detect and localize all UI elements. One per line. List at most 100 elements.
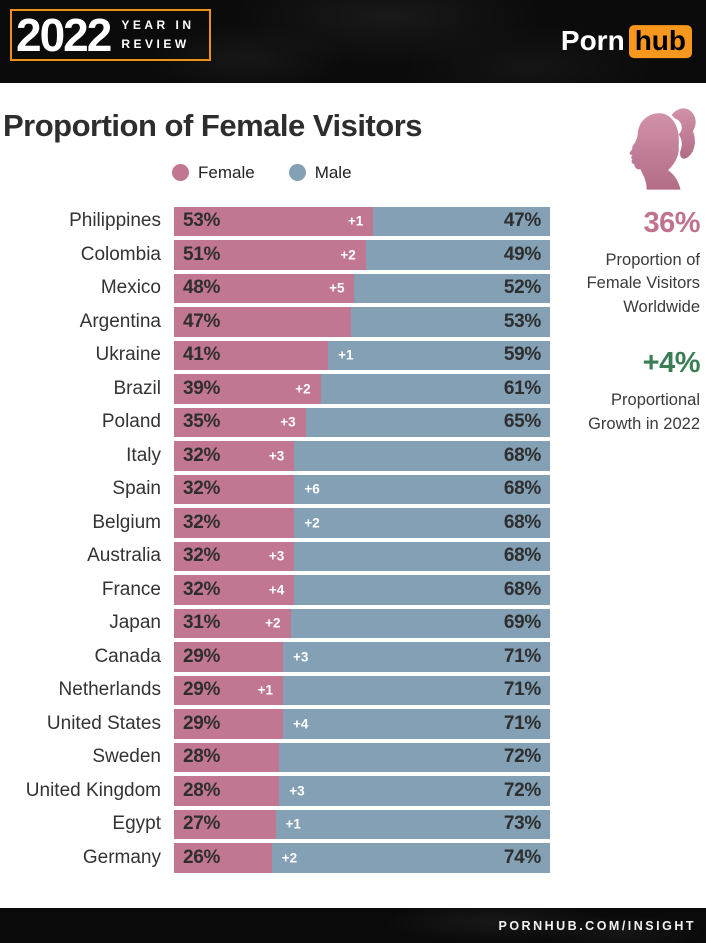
female-bar-segment: 29% — [174, 709, 284, 739]
year-sub-line2: REVIEW — [121, 37, 190, 51]
male-bar-segment: 68% — [294, 508, 550, 538]
table-row: Egypt 27% 73% +1 — [0, 809, 706, 840]
table-row: Canada 29% 71% +3 — [0, 642, 706, 672]
stacked-bar: 32% 68% +3 — [174, 541, 550, 572]
stacked-bar: 35% 65% +3 — [174, 407, 550, 438]
stacked-bar: 29% 71% +4 — [174, 709, 550, 739]
country-label: Poland — [101, 411, 161, 433]
male-percent-label: 68% — [503, 511, 541, 533]
growth-badge: +1 — [338, 347, 354, 363]
summary-sidebar: 36% Proportion of Female Visitors Worldw… — [554, 103, 706, 436]
chart-area: Proportion of Female Visitors Female Mal… — [0, 83, 706, 908]
male-percent-label: 47% — [503, 210, 541, 232]
growth-badge: +5 — [329, 280, 345, 296]
female-bar-segment: 32% — [174, 474, 295, 505]
table-row: Sweden 28% 72% — [0, 742, 706, 773]
stacked-bar: 29% 71% +3 — [174, 642, 550, 672]
growth-badge: +1 — [257, 682, 274, 698]
female-bar-segment: 29% — [174, 642, 284, 672]
table-row: Japan 31% 69% +2 — [0, 608, 706, 639]
male-percent-label: 74% — [503, 846, 541, 868]
growth-badge: +2 — [304, 515, 320, 531]
male-percent-label: 49% — [503, 243, 541, 265]
male-bar-segment: 68% — [294, 441, 550, 471]
footer-url-label: PORNHUB.COM/INSIGHT — [498, 918, 696, 933]
stacked-bar: 31% 69% +2 — [174, 608, 550, 639]
stacked-bar: 53% 47% +1 — [174, 206, 550, 237]
worldwide-female-stat: 36% — [643, 207, 700, 239]
female-bar-segment: 29% — [174, 675, 284, 706]
year-label: 2022 — [16, 9, 112, 61]
legend-item-female: Female — [172, 163, 255, 183]
country-label: France — [101, 578, 161, 600]
male-percent-label: 59% — [503, 344, 541, 366]
male-bar-segment: 61% — [320, 374, 550, 404]
growth-badge: +3 — [289, 783, 305, 799]
year-in-review-badge: 2022 YEAR IN REVIEW — [10, 9, 211, 61]
female-bar-segment: 39% — [174, 374, 321, 404]
female-bar-segment: 32% — [174, 508, 295, 538]
header-banner: 2022 YEAR IN REVIEW Porn hub — [0, 0, 706, 83]
table-row: Philippines 53% 47% +1 — [0, 206, 706, 237]
male-percent-label: 65% — [503, 411, 541, 433]
growth-badge: +1 — [285, 816, 301, 832]
table-row: Argentina 47% 53% — [0, 307, 706, 337]
female-percent-label: 29% — [183, 712, 221, 734]
growth-badge: +3 — [268, 548, 285, 564]
male-percent-label: 68% — [503, 444, 541, 466]
female-bar-segment: 32% — [174, 441, 295, 471]
male-bar-segment: 73% — [275, 809, 550, 840]
male-legend-dot-icon — [288, 164, 306, 182]
year-sub-line1: YEAR IN — [121, 18, 195, 33]
logo-part2: hub — [628, 24, 692, 59]
female-bar-segment: 47% — [174, 307, 351, 337]
male-percent-label: 72% — [503, 779, 541, 801]
country-label: United Kingdom — [25, 779, 161, 801]
female-bar-segment: 41% — [174, 340, 329, 371]
female-percent-label: 29% — [183, 679, 221, 701]
growth-badge: +2 — [295, 381, 311, 397]
male-bar-segment: 71% — [283, 642, 550, 672]
male-bar-segment: 68% — [294, 474, 550, 505]
table-row: Spain 32% 68% +6 — [0, 474, 706, 505]
stacked-bar: 29% 71% +1 — [174, 675, 550, 706]
growth-badge: +4 — [293, 716, 309, 732]
growth-badge: +2 — [281, 850, 298, 866]
table-row: Poland 35% 65% +3 — [0, 407, 706, 438]
growth-badge: +1 — [347, 213, 364, 229]
table-row: Germany 26% 74% +2 — [0, 843, 706, 873]
female-bar-segment: 32% — [174, 541, 295, 572]
female-percent-label: 32% — [183, 545, 221, 567]
male-percent-label: 71% — [503, 712, 541, 734]
male-bar-segment: 71% — [283, 709, 550, 739]
country-label: Netherlands — [58, 679, 161, 701]
table-row: United Kingdom 28% 72% +3 — [0, 776, 706, 806]
stacked-bar: 51% 49% +2 — [174, 240, 550, 270]
male-bar-segment: 68% — [294, 575, 550, 605]
country-label: Italy — [126, 444, 161, 466]
legend-female-label: Female — [198, 162, 255, 182]
female-percent-label: 28% — [183, 779, 221, 801]
country-label: United States — [46, 712, 161, 734]
male-bar-segment: 59% — [328, 340, 550, 371]
female-bar-segment: 53% — [174, 206, 374, 237]
chart-legend: Female Male — [172, 163, 706, 183]
female-percent-label: 41% — [183, 344, 221, 366]
country-label: Spain — [112, 478, 161, 500]
male-bar-segment: 68% — [294, 541, 550, 572]
male-bar-segment: 71% — [283, 675, 550, 706]
country-label: Philippines — [69, 210, 161, 232]
female-percent-label: 32% — [183, 578, 221, 600]
country-label: Colombia — [80, 243, 161, 265]
male-percent-label: 69% — [503, 612, 541, 634]
male-percent-label: 71% — [503, 645, 541, 667]
page-title: Proportion of Female Visitors — [3, 108, 423, 143]
stacked-bar: 27% 73% +1 — [174, 809, 550, 840]
table-row: Netherlands 29% 71% +1 — [0, 675, 706, 706]
country-label: Egypt — [112, 813, 161, 835]
stacked-bar: 41% 59% +1 — [174, 340, 550, 371]
female-bar-segment: 32% — [174, 575, 295, 605]
bar-chart-rows: Philippines 53% 47% +1 Colombia 51% 49% … — [0, 206, 706, 873]
female-percent-label: 51% — [183, 243, 221, 265]
female-silhouette-icon — [629, 108, 696, 190]
